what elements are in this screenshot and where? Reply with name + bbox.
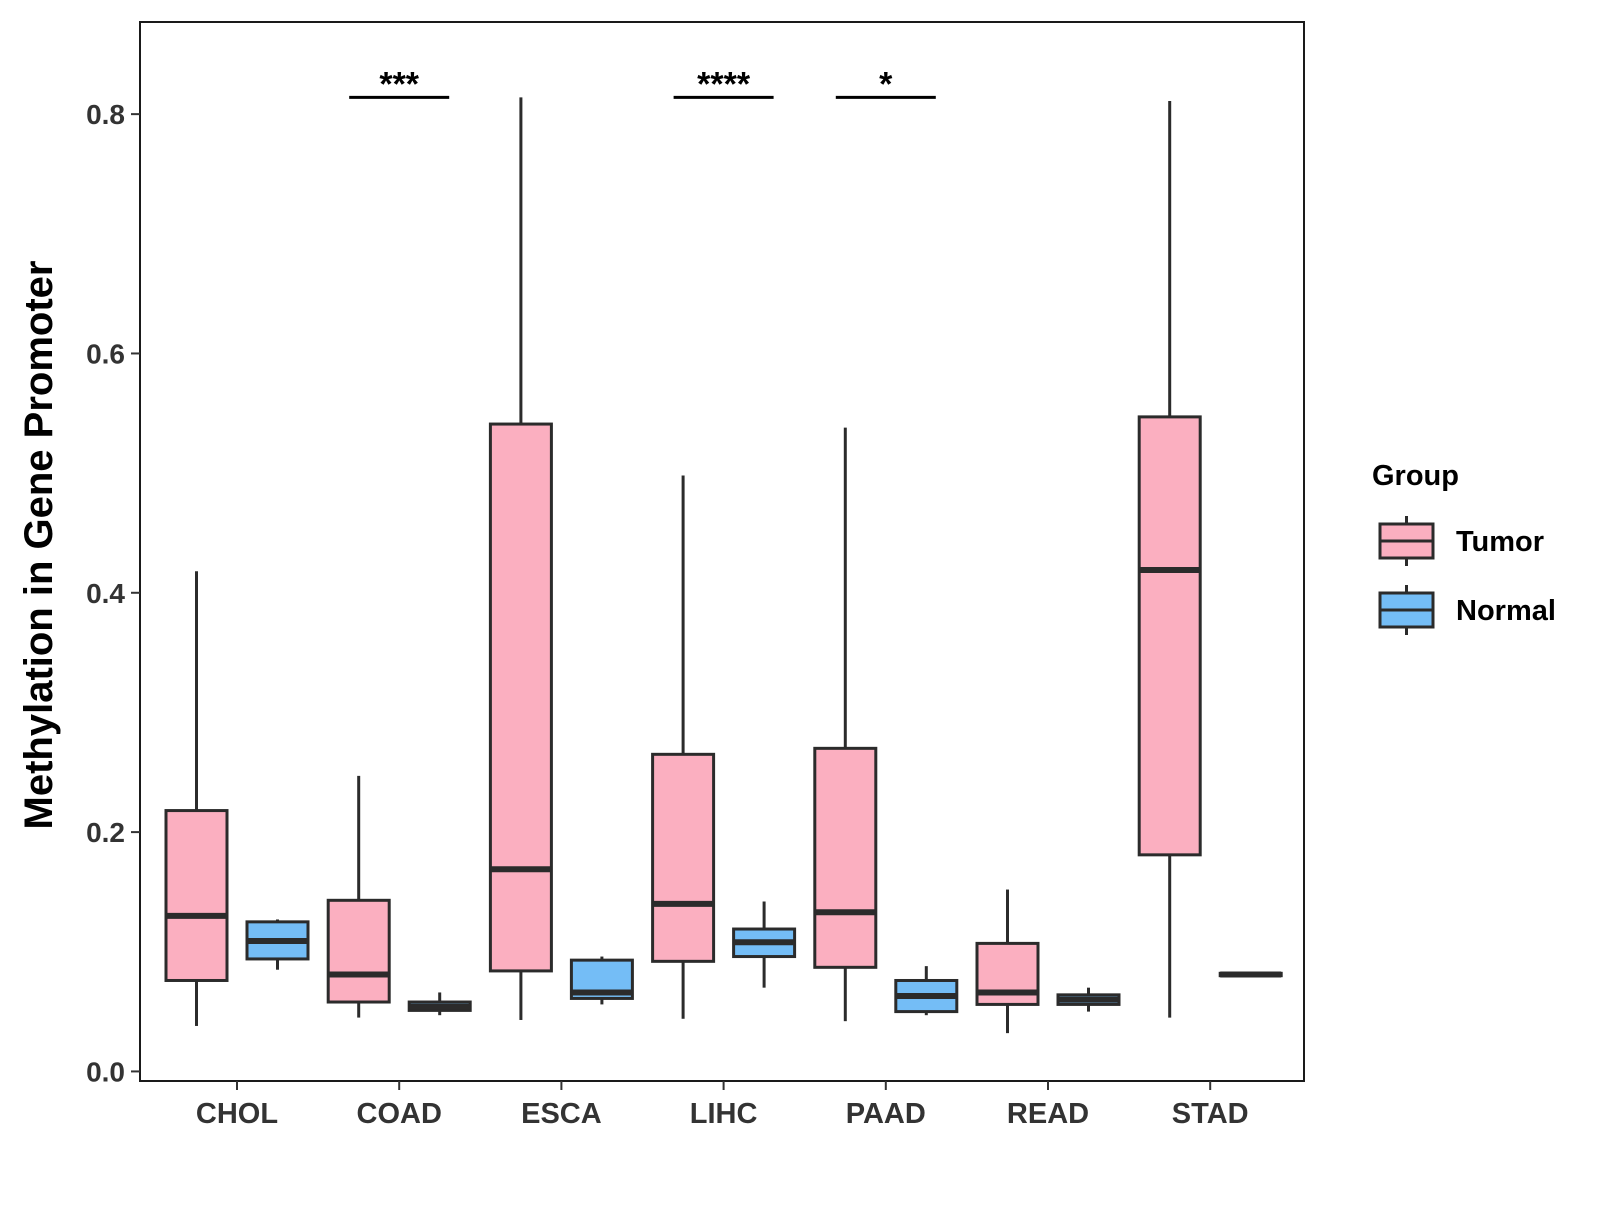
box-body [651,752,716,963]
x-tick-label: PAAD [846,1098,926,1130]
box-tumor-read [975,889,1040,1034]
box-tumor-paad [813,427,878,1022]
x-tick-label: READ [1007,1098,1089,1130]
y-tick-label: 0.6 [86,338,125,369]
legend: Group Tumor Normal [1372,460,1556,635]
significance-label: *** [379,65,419,103]
y-axis-label: Methylation in Gene Promoter [17,261,61,830]
box-tumor-chol [164,571,229,1026]
legend-title: Group [1372,460,1459,492]
ylabel-layer: Methylation in Gene Promoter [17,261,61,830]
box-body [164,809,229,982]
significance-coad: *** [349,65,450,103]
legend-entry-normal: Normal [1378,585,1556,635]
legend-entry-label: Tumor [1456,526,1544,558]
box-tumor-stad [1137,100,1202,1018]
plot-panel-border [139,21,1305,1082]
box-body [488,422,553,973]
y-tick-label: 0.0 [86,1056,125,1087]
x-tick-label: CHOL [196,1098,278,1130]
box-body [326,898,391,1004]
box-normal-esca [569,956,634,1005]
x-tick-label: STAD [1172,1098,1249,1130]
significance-lihc: **** [673,65,774,103]
x-tick-label: COAD [357,1098,442,1130]
significance-label: **** [697,65,751,103]
box-normal-read [1056,987,1121,1012]
annotations-layer: *** **** * [349,65,936,103]
legend-entry-label: Normal [1456,595,1556,627]
box-normal-coad [407,992,472,1016]
box-tumor-lihc [651,475,716,1019]
y-tick-label: 0.4 [86,578,125,609]
plot-panel-layer [139,21,1305,1082]
legend-entry-tumor: Tumor [1378,516,1544,566]
y-tick-label: 0.2 [86,817,125,848]
box-normal-chol [245,919,310,970]
x-tick-label: LIHC [690,1098,758,1130]
box-tumor-esca [488,97,553,1020]
box-body [813,746,878,969]
axes-layer: 0.0 0.2 0.4 0.6 0.8 CHOL COAD ESCA LIHC PAAD READ S… [86,99,1249,1130]
significance-paad: * [835,65,936,103]
significance-label: * [879,65,893,103]
x-tick-label: ESCA [521,1098,602,1130]
box-tumor-coad [326,775,391,1018]
boxes-layer [164,97,1283,1034]
box-normal-lihc [732,901,797,988]
box-normal-paad [894,966,959,1016]
y-tick-label: 0.8 [86,99,125,130]
box-body [1137,415,1202,857]
box-normal-stad [1218,971,1283,978]
